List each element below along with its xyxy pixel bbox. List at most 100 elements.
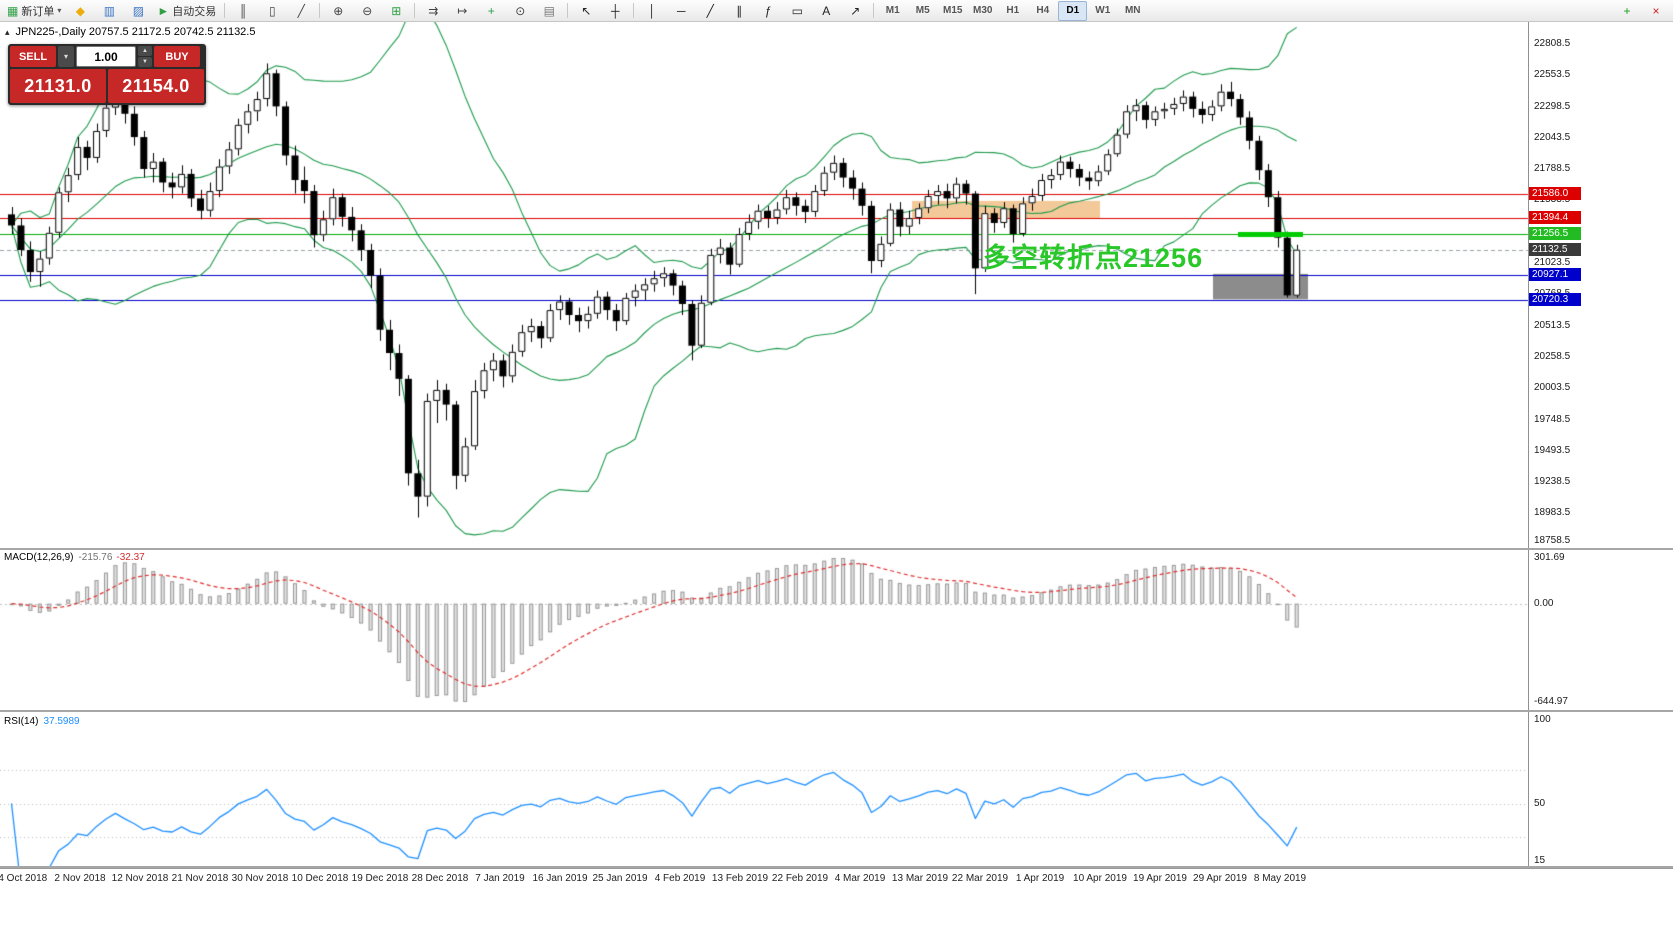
market-watch-button[interactable]: ▥ bbox=[95, 1, 123, 21]
date-label: 2 Nov 2018 bbox=[54, 873, 106, 884]
channel-icon: ∥ bbox=[736, 3, 743, 18]
price-axis-label: 20258.5 bbox=[1534, 350, 1571, 362]
text-icon: A bbox=[822, 3, 831, 18]
panel-splitter[interactable] bbox=[0, 866, 1673, 868]
date-label: 1 Apr 2019 bbox=[1015, 873, 1065, 884]
chart-legend-text: JPN225-,Daily 20757.5 21172.5 20742.5 21… bbox=[15, 26, 256, 38]
price-tag: 21394.4 bbox=[1529, 210, 1581, 224]
rsi-axis[interactable]: 100 50 15 bbox=[1528, 712, 1673, 866]
price-chart-canvas[interactable] bbox=[0, 22, 1673, 548]
auto-scroll-button[interactable]: ⇉ bbox=[419, 1, 447, 21]
data-window-button[interactable]: ▨ bbox=[124, 1, 152, 21]
dropdown-caret-icon: ▾ bbox=[57, 6, 62, 15]
volume-input[interactable] bbox=[76, 46, 136, 67]
price-tag: 21586.0 bbox=[1529, 187, 1581, 201]
rsi-axis-label: 100 bbox=[1534, 714, 1551, 725]
line-chart-button[interactable]: ╱ bbox=[287, 1, 315, 21]
text-button[interactable]: A bbox=[812, 1, 840, 21]
timeframe-mn[interactable]: MN bbox=[1124, 5, 1141, 16]
zoom-out-button[interactable]: ⊖ bbox=[353, 1, 381, 21]
price-tag: 20927.1 bbox=[1529, 267, 1581, 281]
price-axis-label: 22808.5 bbox=[1534, 38, 1571, 49]
timeframe-m15[interactable]: M15 bbox=[943, 5, 963, 16]
macd-axis-label: 0.00 bbox=[1534, 597, 1554, 609]
macd-label: MACD(12,26,9) -215.76 -32.37 bbox=[4, 552, 145, 563]
sell-price-button[interactable]: 21131.0 bbox=[10, 69, 106, 103]
panel-splitter[interactable] bbox=[0, 710, 1673, 712]
price-axis-label: 19238.5 bbox=[1534, 476, 1571, 488]
zoom-in-button[interactable]: ⊕ bbox=[324, 1, 352, 21]
timeframe-m1[interactable]: M1 bbox=[885, 5, 900, 16]
crosshair-button[interactable]: ┼ bbox=[601, 1, 629, 21]
metaeditor-button[interactable]: ◆ bbox=[66, 1, 94, 21]
volume-dropdown-button[interactable]: ▾ bbox=[58, 46, 74, 67]
annotation-text: 多空转折点21256 bbox=[983, 243, 1204, 273]
macd-axis[interactable]: 301.69 0.00 -644.97 bbox=[1528, 550, 1673, 710]
indicators-button[interactable]: + bbox=[477, 1, 505, 21]
periods-button[interactable]: ⊙ bbox=[506, 1, 534, 21]
toolbar-close-button[interactable]: × bbox=[1642, 1, 1670, 21]
toolbar-separator bbox=[567, 3, 569, 18]
panel-splitter[interactable] bbox=[0, 548, 1673, 550]
candlestick-chart-button[interactable]: ▯ bbox=[258, 1, 286, 21]
metaeditor-icon: ◆ bbox=[75, 3, 85, 18]
fibonacci-button[interactable]: ƒ bbox=[754, 1, 782, 21]
channel-button[interactable]: ∥ bbox=[725, 1, 753, 21]
toolbar-add-button[interactable]: + bbox=[1613, 1, 1641, 21]
timeframe-h1[interactable]: H1 bbox=[1006, 5, 1020, 16]
new-order-icon: ▦ bbox=[7, 3, 19, 18]
rsi-canvas[interactable] bbox=[0, 712, 1528, 866]
buy-price-button[interactable]: 21154.0 bbox=[108, 69, 204, 103]
trendline-button[interactable]: ╱ bbox=[696, 1, 724, 21]
macd-axis-label: -644.97 bbox=[1534, 696, 1568, 707]
rsi-title: RSI(14) bbox=[4, 716, 39, 727]
toolbar-close-icon: × bbox=[1652, 3, 1660, 18]
auto-scroll-icon: ⇉ bbox=[428, 3, 439, 18]
timeframe-w1[interactable]: W1 bbox=[1095, 5, 1111, 16]
macd-value-signal: -32.37 bbox=[116, 552, 145, 563]
arrows-button[interactable]: ↗ bbox=[841, 1, 869, 21]
main-toolbar: ▦ 新订单 ▾ ◆ ▥ ▨ ► 自动交易 ║ ▯ ╱ ⊕ ⊖ ⊞ ⇉ ↦ + ⊙ ▤ ↖ ┼ │ ─ ╱ ∥ ƒ ▭ A ↗ M1 M5 M1… bbox=[0, 0, 1673, 22]
volume-up-button[interactable]: ▲ bbox=[138, 46, 152, 56]
one-click-collapse-icon[interactable]: ▴ bbox=[5, 26, 10, 37]
price-axis-label: 18758.5 bbox=[1534, 535, 1571, 546]
vertical-line-button[interactable]: │ bbox=[638, 1, 666, 21]
date-label: 24 Oct 2018 bbox=[0, 873, 48, 884]
toolbar-add-icon: + bbox=[1623, 3, 1631, 18]
timeframe-h4[interactable]: H4 bbox=[1036, 5, 1050, 16]
autotrading-icon: ► bbox=[157, 3, 170, 18]
tile-windows-button[interactable]: ⊞ bbox=[382, 1, 410, 21]
timeframe-m5[interactable]: M5 bbox=[915, 5, 930, 16]
templates-button[interactable]: ▤ bbox=[535, 1, 563, 21]
new-order-button[interactable]: ▦ 新订单 ▾ bbox=[3, 1, 65, 21]
chart-shift-button[interactable]: ↦ bbox=[448, 1, 476, 21]
date-label: 29 Apr 2019 bbox=[1193, 873, 1247, 884]
shapes-button[interactable]: ▭ bbox=[783, 1, 811, 21]
price-axis-label: 19748.5 bbox=[1534, 413, 1571, 425]
volume-stepper: ▲ ▼ bbox=[138, 46, 152, 67]
date-label: 13 Feb 2019 bbox=[711, 873, 769, 884]
macd-axis-label: 301.69 bbox=[1534, 552, 1565, 563]
autotrading-button[interactable]: ► 自动交易 bbox=[153, 1, 220, 21]
cursor-icon: ↖ bbox=[581, 3, 592, 18]
cursor-button[interactable]: ↖ bbox=[572, 1, 600, 21]
toolbar-separator bbox=[414, 3, 416, 18]
sell-button[interactable]: SELL bbox=[10, 46, 56, 67]
timeframe-d1[interactable]: D1 bbox=[1058, 0, 1088, 21]
price-axis[interactable]: 22808.522553.522298.522043.521788.521533… bbox=[1528, 22, 1673, 548]
candlestick-chart-icon: ▯ bbox=[268, 3, 276, 18]
price-axis-label: 21023.5 bbox=[1534, 257, 1571, 269]
timeframe-m30[interactable]: M30 bbox=[973, 5, 993, 16]
new-order-button-label: 新订单 bbox=[21, 5, 55, 18]
horizontal-line-button[interactable]: ─ bbox=[667, 1, 695, 21]
macd-canvas[interactable] bbox=[0, 550, 1528, 710]
templates-icon: ▤ bbox=[543, 3, 555, 18]
toolbar-separator bbox=[224, 3, 226, 18]
volume-down-button[interactable]: ▼ bbox=[138, 57, 152, 67]
bar-chart-button[interactable]: ║ bbox=[229, 1, 257, 21]
shapes-icon: ▭ bbox=[791, 3, 803, 18]
market-watch-icon: ▥ bbox=[103, 3, 116, 18]
buy-button[interactable]: BUY bbox=[154, 46, 200, 67]
